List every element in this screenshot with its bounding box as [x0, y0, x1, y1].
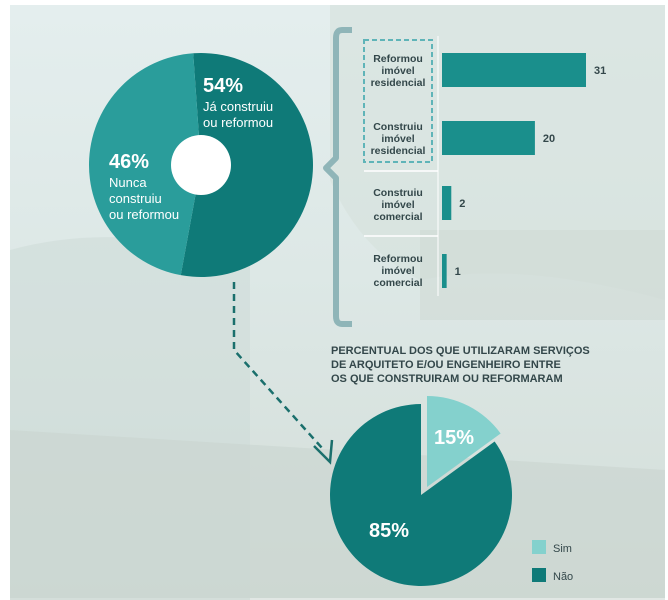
bar-label-3-line1: Construiu — [373, 187, 423, 199]
bar-value-labels: 31 20 2 1 — [455, 65, 607, 278]
bar-label-4-line1: Reformou — [373, 253, 423, 265]
pie2-title-line3: OS QUE CONSTRUIRAM OU REFORMARAM — [331, 373, 563, 385]
bar-label-2-line3: residencial — [371, 145, 426, 157]
bar-reformou-comercial — [442, 254, 447, 288]
donut-value-54: 54% — [203, 75, 243, 97]
donut-hole — [171, 135, 231, 195]
bar-label-4-line3: comercial — [373, 277, 422, 289]
bar-label-1-line3: residencial — [371, 77, 426, 89]
pie2-slice-nao — [330, 404, 512, 586]
donut-slice-ja-construiu — [180, 53, 313, 278]
bar-construiu-comercial — [442, 186, 452, 220]
bar-reformou-residencial — [442, 53, 586, 87]
donut-value-46: 46% — [109, 151, 149, 173]
legend-swatch-nao — [532, 568, 546, 582]
connector-arrow — [232, 282, 334, 465]
donut-caption-46-line1: Nunca — [109, 175, 147, 190]
bracket — [323, 27, 352, 327]
donut-caption-54-line1: Já construiu — [203, 99, 273, 114]
pie2-legend: Sim Não — [532, 540, 573, 583]
donut-caption-46-line2: construiu — [109, 191, 162, 206]
legend-swatch-sim — [532, 540, 546, 554]
bar-value-2: 2 — [459, 198, 465, 210]
bar-dividers — [364, 36, 439, 296]
bar-series — [442, 53, 586, 288]
bar-label-3-line3: comercial — [373, 211, 422, 223]
donut-caption-54-line2: ou reformou — [203, 115, 273, 130]
pie2-label-sim: 15% — [434, 427, 474, 449]
bar-labels: Reformou imóvel residencial Construiu im… — [371, 53, 426, 289]
bar-label-4-line2: imóvel — [381, 265, 414, 277]
bar-construiu-residencial — [442, 121, 535, 155]
pie2-title-line1: PERCENTUAL DOS QUE UTILIZARAM SERVIÇOS — [331, 345, 590, 357]
bar-label-2-line1: Construiu — [373, 121, 423, 133]
legend-label-sim: Sim — [553, 543, 572, 555]
pie-chart-servicos — [330, 396, 512, 586]
pie2-slice-sim — [427, 396, 501, 487]
donut-caption-46-line3: ou reformou — [109, 207, 179, 222]
pie2-label-nao: 85% — [369, 520, 409, 542]
bar-label-2-line2: imóvel — [381, 133, 414, 145]
bar-value-31: 31 — [594, 65, 606, 77]
bar-value-20: 20 — [543, 133, 555, 145]
donut-chart — [88, 53, 313, 278]
highlight-box — [363, 39, 433, 163]
bar-value-1: 1 — [455, 266, 461, 278]
legend-label-nao: Não — [553, 571, 573, 583]
bar-label-1-line1: Reformou — [373, 53, 423, 65]
pie2-title-line2: DE ARQUITETO E/OU ENGENHEIRO ENTRE — [331, 359, 561, 371]
bar-label-3-line2: imóvel — [381, 199, 414, 211]
donut-slice-nunca-construiu — [88, 53, 201, 276]
bar-label-1-line2: imóvel — [381, 65, 414, 77]
